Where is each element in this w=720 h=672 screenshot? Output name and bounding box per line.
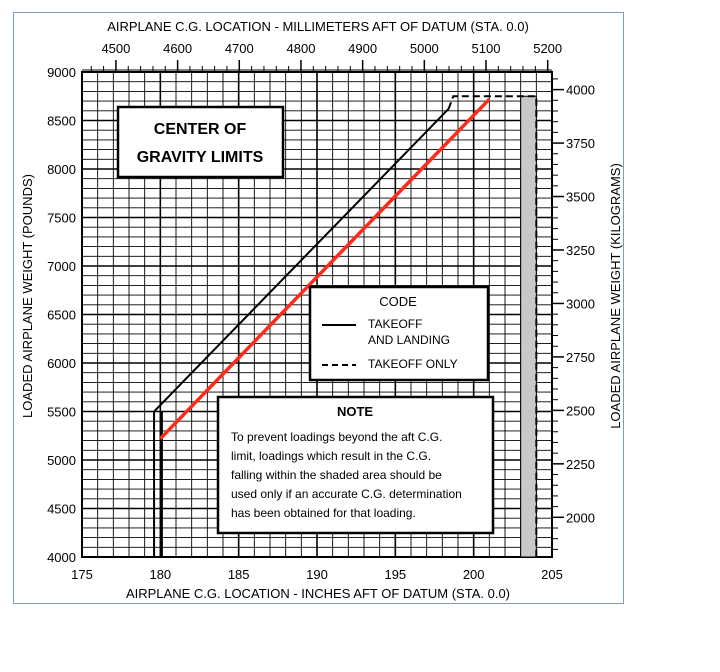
chart-title-line-2: GRAVITY LIMITS [137,149,264,166]
y-tick-label: 7500 [47,211,76,226]
highlight-line [159,97,491,440]
x2-axis-title: AIRPLANE C.G. LOCATION - MILLIMETERS AFT… [107,19,529,34]
y2-tick-label: 3750 [566,136,595,151]
y-tick-label: 8000 [47,162,76,177]
shaded-area [520,95,537,558]
note-box: NOTE To prevent loadings beyond the aft … [216,395,495,535]
x-tick-label: 185 [228,567,250,582]
takeoff-landing-line [153,108,450,557]
y-tick-label: 6500 [47,308,76,323]
x2-tick-label: 4900 [348,41,377,56]
y2-axis-title: LOADED AIRPLANE WEIGHT (KILOGRAMS) [608,163,623,429]
note-title: NOTE [337,404,373,419]
x-tick-label: 190 [306,567,328,582]
chart-title-box: CENTER OF GRAVITY LIMITS [116,105,285,179]
legend: CODE TAKEOFF AND LANDING TAKEOFF ONLY [308,285,490,382]
y2-tick-label: 2750 [566,350,595,365]
chart-title-line-1: CENTER OF [154,121,247,138]
y2-tick-label: 2250 [566,457,595,472]
y2-tick-label: 3250 [566,243,595,258]
y-tick-label: 8500 [47,114,76,129]
note-line-3: falling within the shaded area should be [231,468,442,482]
y-axis-title: LOADED AIRPLANE WEIGHT (POUNDS) [20,174,35,418]
x2-tick-label: 4800 [287,41,316,56]
note-line-1: To prevent loadings beyond the aft C.G. [231,430,442,444]
note-line-2: limit, loadings which result in the C.G. [231,449,431,463]
y-tick-label: 4000 [47,550,76,565]
x2-tick-label: 5000 [410,41,439,56]
x2-tick-label: 4700 [225,41,254,56]
x-tick-label: 175 [71,567,93,582]
legend-item-takeoff-landing-line-1: TAKEOFF [368,317,422,331]
legend-item-takeoff-only: TAKEOFF ONLY [368,357,458,371]
y-tick-label: 9000 [47,65,76,80]
x-tick-label: 195 [384,567,406,582]
x-tick-label: 200 [463,567,485,582]
y-tick-label: 5500 [47,405,76,420]
legend-title: CODE [379,294,417,309]
note-line-4: used only if an accurate C.G. determinat… [231,487,462,501]
y2-tick-label: 4000 [566,83,595,98]
takeoff-only-line [447,95,538,557]
y-tick-label: 7000 [47,259,76,274]
x-tick-label: 205 [541,567,563,582]
y-tick-label: 5000 [47,453,76,468]
y-tick-label: 6000 [47,356,76,371]
x2-tick-label: 4600 [163,41,192,56]
y2-tick-label: 3000 [566,296,595,311]
y-tick-label: 4500 [47,502,76,517]
legend-item-takeoff-landing-line-2: AND LANDING [368,333,450,347]
y2-tick-label: 3500 [566,190,595,205]
x-tick-label: 180 [149,567,171,582]
chart-frame [13,12,624,604]
y2-tick-label: 2500 [566,403,595,418]
x-axis-title: AIRPLANE C.G. LOCATION - INCHES AFT OF D… [126,586,510,601]
x2-tick-label: 5200 [533,41,562,56]
x2-tick-label: 4500 [101,41,130,56]
x2-tick-label: 5100 [472,41,501,56]
y2-tick-label: 2000 [566,510,595,525]
note-line-5: has been obtained for that loading. [231,506,416,520]
